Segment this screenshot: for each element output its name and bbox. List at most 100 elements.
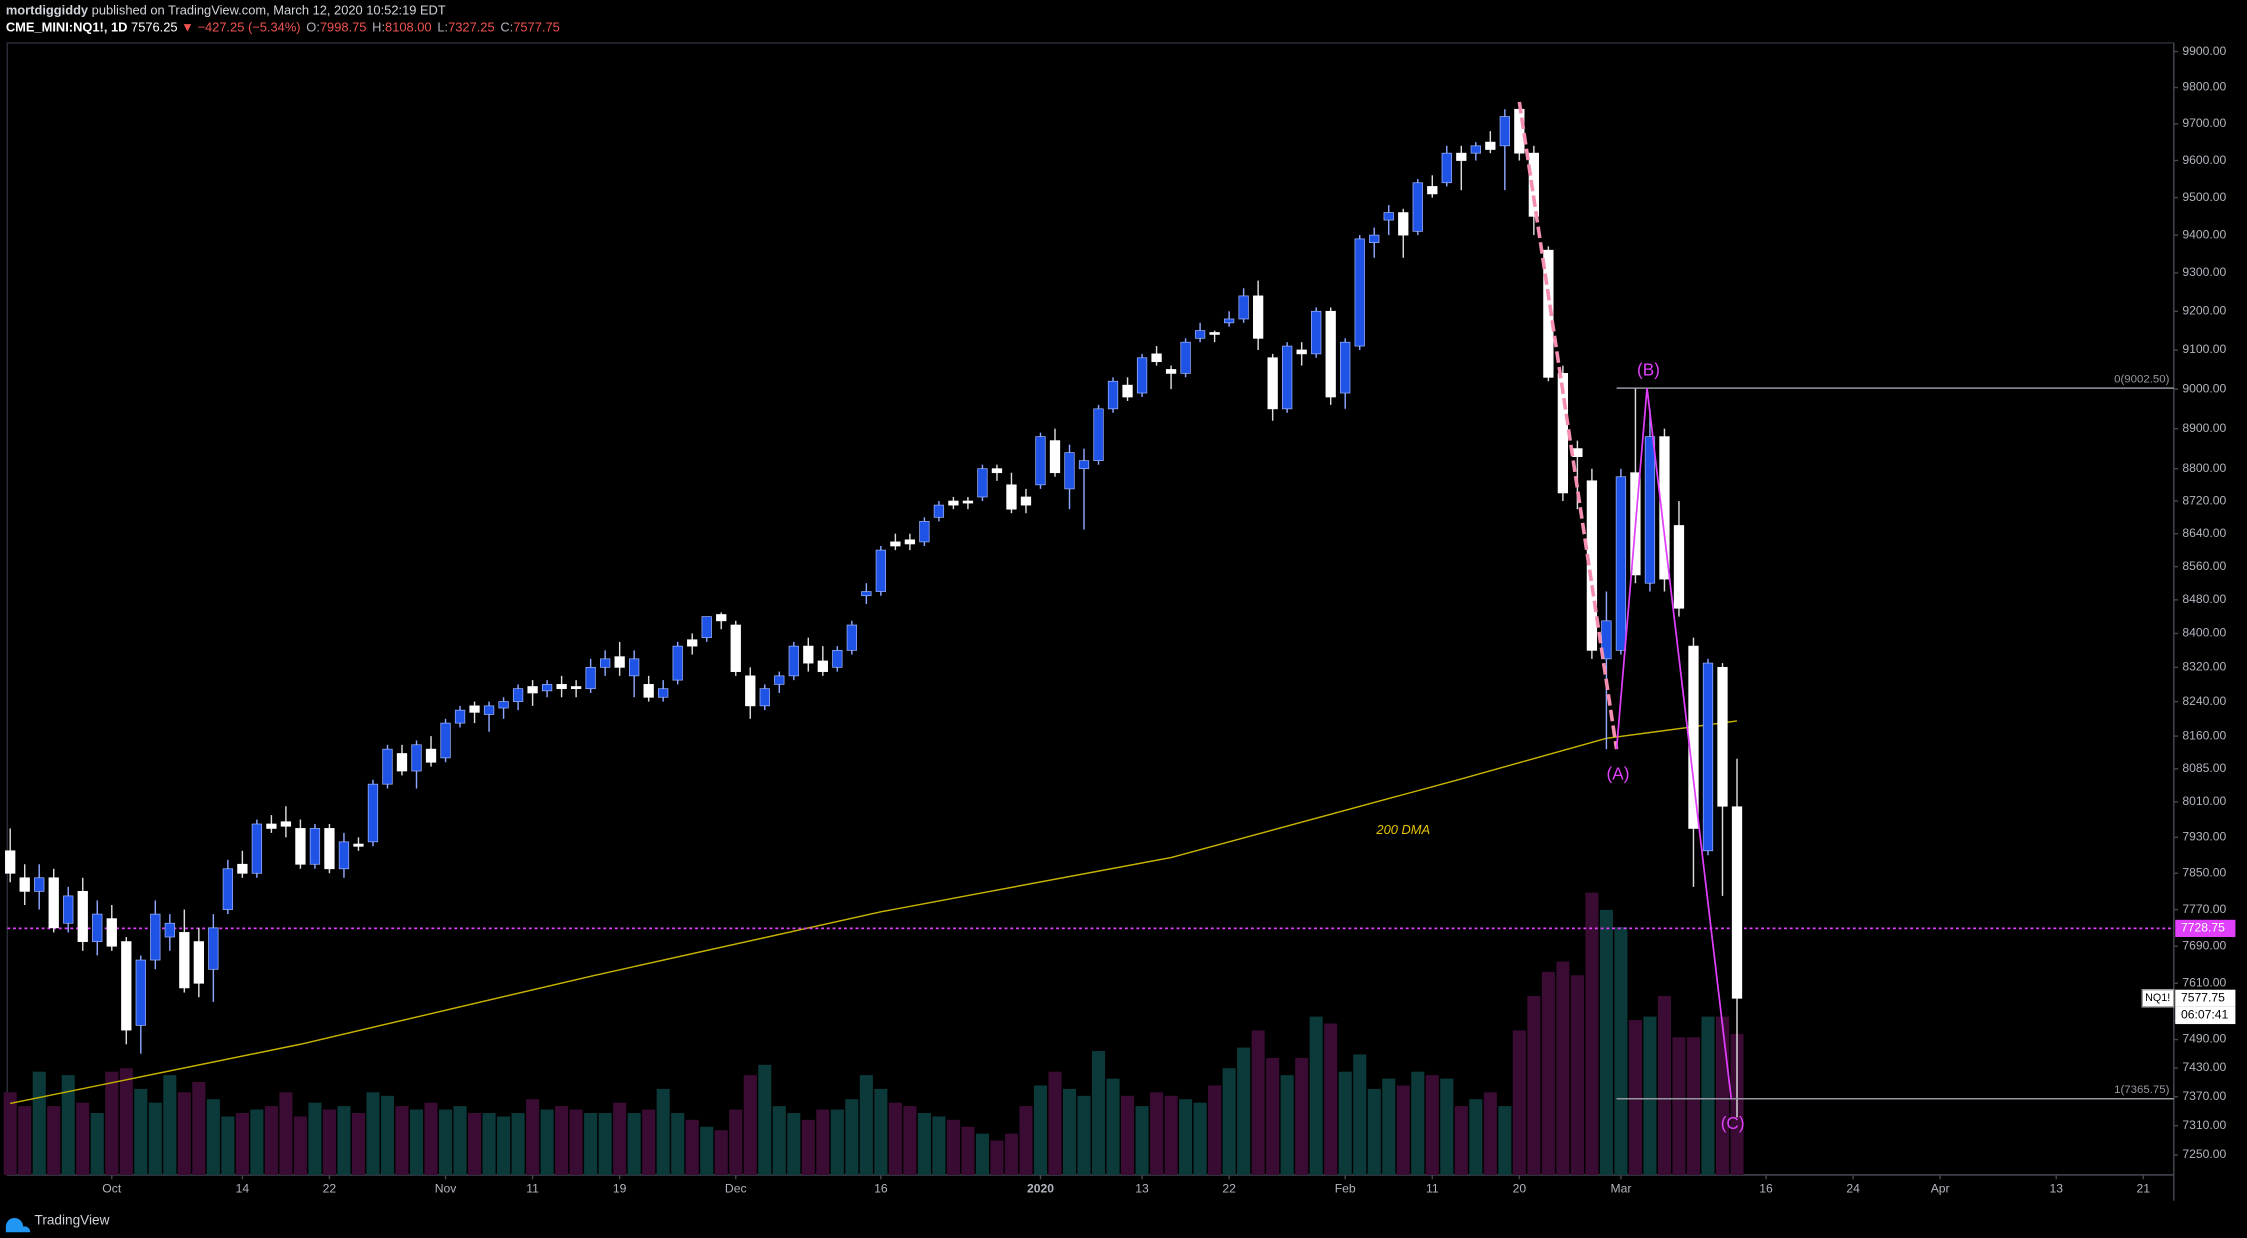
volume-bar [1077,1095,1091,1175]
candle-body [1194,330,1206,339]
candle-body [396,753,408,772]
candle-body [991,468,1003,474]
x-tick-label: 19 [613,1182,627,1196]
candle-body [1049,440,1061,474]
candle-body [716,614,727,622]
volume-bar [482,1112,496,1175]
candle-body [875,549,887,592]
x-tick-label: Feb [1335,1182,1356,1196]
volume-bar [1309,1016,1323,1175]
candle-body [77,891,88,942]
change: ▼ −427.25 (−5.34%) [181,20,300,35]
candle-body [1673,525,1685,609]
dma-label: 200 DMA [1375,822,1430,837]
ohlc-value: 7327.25 [448,20,495,35]
volume-bar [206,1099,220,1175]
volume-bar [1164,1095,1178,1175]
volume-bar [801,1119,815,1175]
candle-body [63,895,74,924]
volume-bar [1396,1085,1410,1175]
volume-bar [134,1088,148,1175]
y-tick-label: 7250.00 [2182,1147,2226,1161]
volume-bar [1527,995,1541,1175]
volume-bar [264,1106,278,1175]
volume-bar [1454,1106,1468,1175]
y-tick-label: 7610.00 [2182,975,2226,989]
candle-body [1383,212,1394,221]
y-tick-label: 7690.00 [2182,938,2226,952]
candle-body [1441,152,1452,184]
candle-body [106,918,117,947]
volume-bar [1469,1099,1483,1175]
volume-bar [192,1082,206,1175]
volume-bar [1208,1085,1222,1175]
volume-bar [584,1112,598,1175]
volume-bar [18,1106,32,1175]
candle-body [817,660,828,672]
volume-bar [1657,995,1671,1175]
volume-bar [468,1112,482,1175]
published: published on TradingView.com, March 12, … [88,3,446,18]
candle-body [1238,295,1249,320]
volume-bar [1338,1071,1352,1175]
candle-body [309,828,321,865]
candle-body [19,877,30,892]
candle-body [135,959,146,1026]
volume-bar [1541,971,1555,1175]
volume-bar [1498,1106,1512,1175]
countdown-box [2175,1006,2236,1025]
footer-brand: TradingView [35,1212,110,1227]
candle-body [1296,349,1307,355]
candle-body [48,877,59,929]
y-tick-label: 8640.00 [2182,526,2226,540]
candle-body [121,941,132,1031]
price-line-tag [2175,919,2236,937]
volume-bar [816,1109,830,1175]
volume-bar [337,1106,351,1175]
volume-bar [1004,1133,1018,1175]
candle-body [237,863,248,874]
volume-bar [1715,1016,1730,1175]
volume-bar [874,1088,888,1175]
volume-bar [787,1112,801,1175]
volume-bar [642,1109,656,1175]
candle-body [948,500,959,506]
candle-body [1223,318,1235,324]
wave-abc [1615,388,1733,1099]
candle-body [1514,108,1525,154]
candle-body [658,688,669,698]
volume-bar [424,1102,438,1175]
volume-bar [221,1116,235,1175]
candle-body [1586,480,1598,651]
candle-body [1209,332,1220,335]
volume-bar [1237,1047,1251,1175]
candle-body [483,705,495,715]
candle-body [425,748,437,763]
volume-bar [555,1106,569,1175]
candle-body [643,684,654,698]
candle-body [1136,357,1148,394]
volume-bar [61,1075,75,1175]
wave-label: (C) [1721,1113,1745,1133]
volume-bar [700,1126,714,1175]
candle-body [367,783,379,843]
volume-bar [1048,1071,1062,1175]
y-tick-label: 7770.00 [2182,902,2226,916]
candle-body [1122,384,1133,398]
volume-bar [990,1140,1004,1175]
candle-body [222,868,234,910]
wave-impulse [1517,101,1619,750]
candle-body [541,684,553,692]
volume-bar [511,1112,525,1175]
y-tick-label: 9500.00 [2182,190,2226,204]
volume-bar [627,1112,641,1175]
x-tick-label: 22 [1222,1182,1236,1196]
y-tick-label: 7370.00 [2182,1089,2226,1103]
x-tick-label: 16 [874,1182,888,1196]
ohlc-key: C: [500,20,513,35]
candle-body [208,927,219,970]
candle-body [1354,238,1365,347]
candle-body [1485,141,1496,150]
dma-line [10,720,1738,1105]
x-tick-label: 13 [2049,1182,2063,1196]
